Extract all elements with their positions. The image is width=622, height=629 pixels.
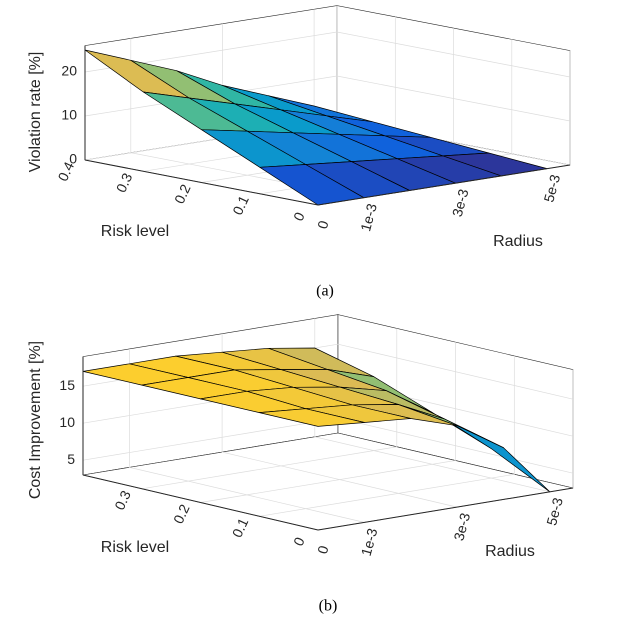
y-tick-label: 0.2 (171, 182, 194, 207)
z-tick-label: 10 (61, 107, 77, 123)
x-tick-label: 1e-3 (358, 526, 381, 557)
y-tick-label: 0.1 (229, 515, 252, 540)
x-axis-label: Radius (485, 543, 535, 560)
caption: (a) (316, 283, 334, 300)
y-tick-label: 0 (290, 209, 308, 223)
grid-line (141, 328, 398, 490)
x-axis (317, 164, 571, 206)
y-tick-label: 0.1 (229, 193, 252, 218)
x-axis (317, 487, 574, 531)
x-tick-label: 5e-3 (540, 172, 563, 203)
x-tick-label: 3e-3 (450, 511, 473, 542)
z-axis-label: Cost Improvement [%] (27, 341, 44, 499)
surface-patch (258, 408, 365, 427)
x-tick-label: 1e-3 (357, 202, 380, 233)
y-tick-label: 0.4 (54, 159, 77, 184)
y-tick-label: 0 (290, 534, 308, 548)
y-tick-label: 0.3 (111, 488, 134, 513)
z-tick-label: 20 (61, 63, 77, 79)
caption: (b) (319, 598, 338, 615)
x-tick-label: 0 (314, 219, 332, 231)
y-axis-label: Risk level (101, 223, 169, 240)
z-tick-label: 0 (69, 151, 77, 167)
z-tick-label: 15 (59, 377, 75, 393)
grid-line (200, 342, 456, 503)
y-axis (82, 474, 319, 531)
y-tick-label: 0.3 (113, 170, 136, 195)
z-tick-label: 5 (67, 451, 75, 467)
z-tick-label: 10 (59, 414, 75, 430)
grid-line (129, 349, 365, 523)
z-axis-label: Violation rate [%] (27, 52, 44, 173)
y-axis-label: Risk level (101, 539, 169, 556)
y-tick-label: 0.2 (170, 502, 193, 527)
y-axis (84, 159, 319, 206)
x-tick-label: 0 (314, 544, 332, 556)
x-axis-label: Radius (493, 233, 543, 250)
grid-line (84, 31, 571, 78)
x-tick-label: 5e-3 (543, 496, 566, 527)
x-tick-label: 3e-3 (449, 187, 472, 218)
grid-line (259, 355, 515, 517)
